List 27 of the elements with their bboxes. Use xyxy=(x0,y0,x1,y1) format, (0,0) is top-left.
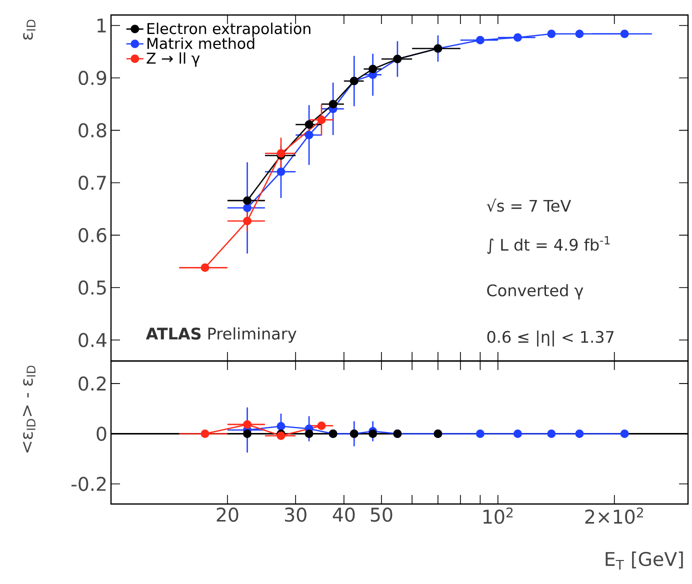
x-axis-title: E$_{T}$ [GeV] xyxy=(606,552,683,570)
y-tick-label: 0 xyxy=(96,426,106,441)
y-tick-label: 0.5 xyxy=(78,280,106,295)
x-tick-label: 10$^{2}$ xyxy=(483,508,513,524)
y-tick-label: 0.2 xyxy=(78,376,106,391)
annotation: ∫ L dt = 4.9 fb$^{-1}$ xyxy=(487,236,610,254)
y-axis-title: ε$_{ID}$ xyxy=(23,20,36,40)
y-tick-label: 0.9 xyxy=(78,70,106,86)
annotation: √s = 7 TeV xyxy=(486,198,572,212)
legend-label: Z → ll γ xyxy=(146,52,200,67)
annotation: 0.6 ≤ |η| < 1.37 xyxy=(487,330,614,346)
y-tick-label: -0.2 xyxy=(71,476,106,492)
annotation: ATLAS Preliminary xyxy=(146,327,296,343)
y-tick-label: 0.4 xyxy=(78,332,106,348)
y-tick-label: 0.6 xyxy=(78,228,106,242)
x-tick-label: 50 xyxy=(370,508,392,522)
legend-label: Electron extrapolation xyxy=(148,22,310,38)
y-axis-title: <ε$_{ID}$> - ε$_{ID}$ xyxy=(22,366,36,453)
y-tick-label: 0.8 xyxy=(78,123,106,138)
x-tick-label: 20 xyxy=(216,508,238,522)
x-tick-label: 30 xyxy=(285,508,306,522)
legend-label: Matrix method xyxy=(148,37,254,50)
y-tick-label: 1 xyxy=(98,18,106,32)
y-tick-label: 0.7 xyxy=(78,176,106,190)
x-tick-label: 2×10$^{2}$ xyxy=(585,508,644,524)
x-tick-label: 40 xyxy=(332,508,355,522)
annotation: Converted γ xyxy=(487,284,584,300)
